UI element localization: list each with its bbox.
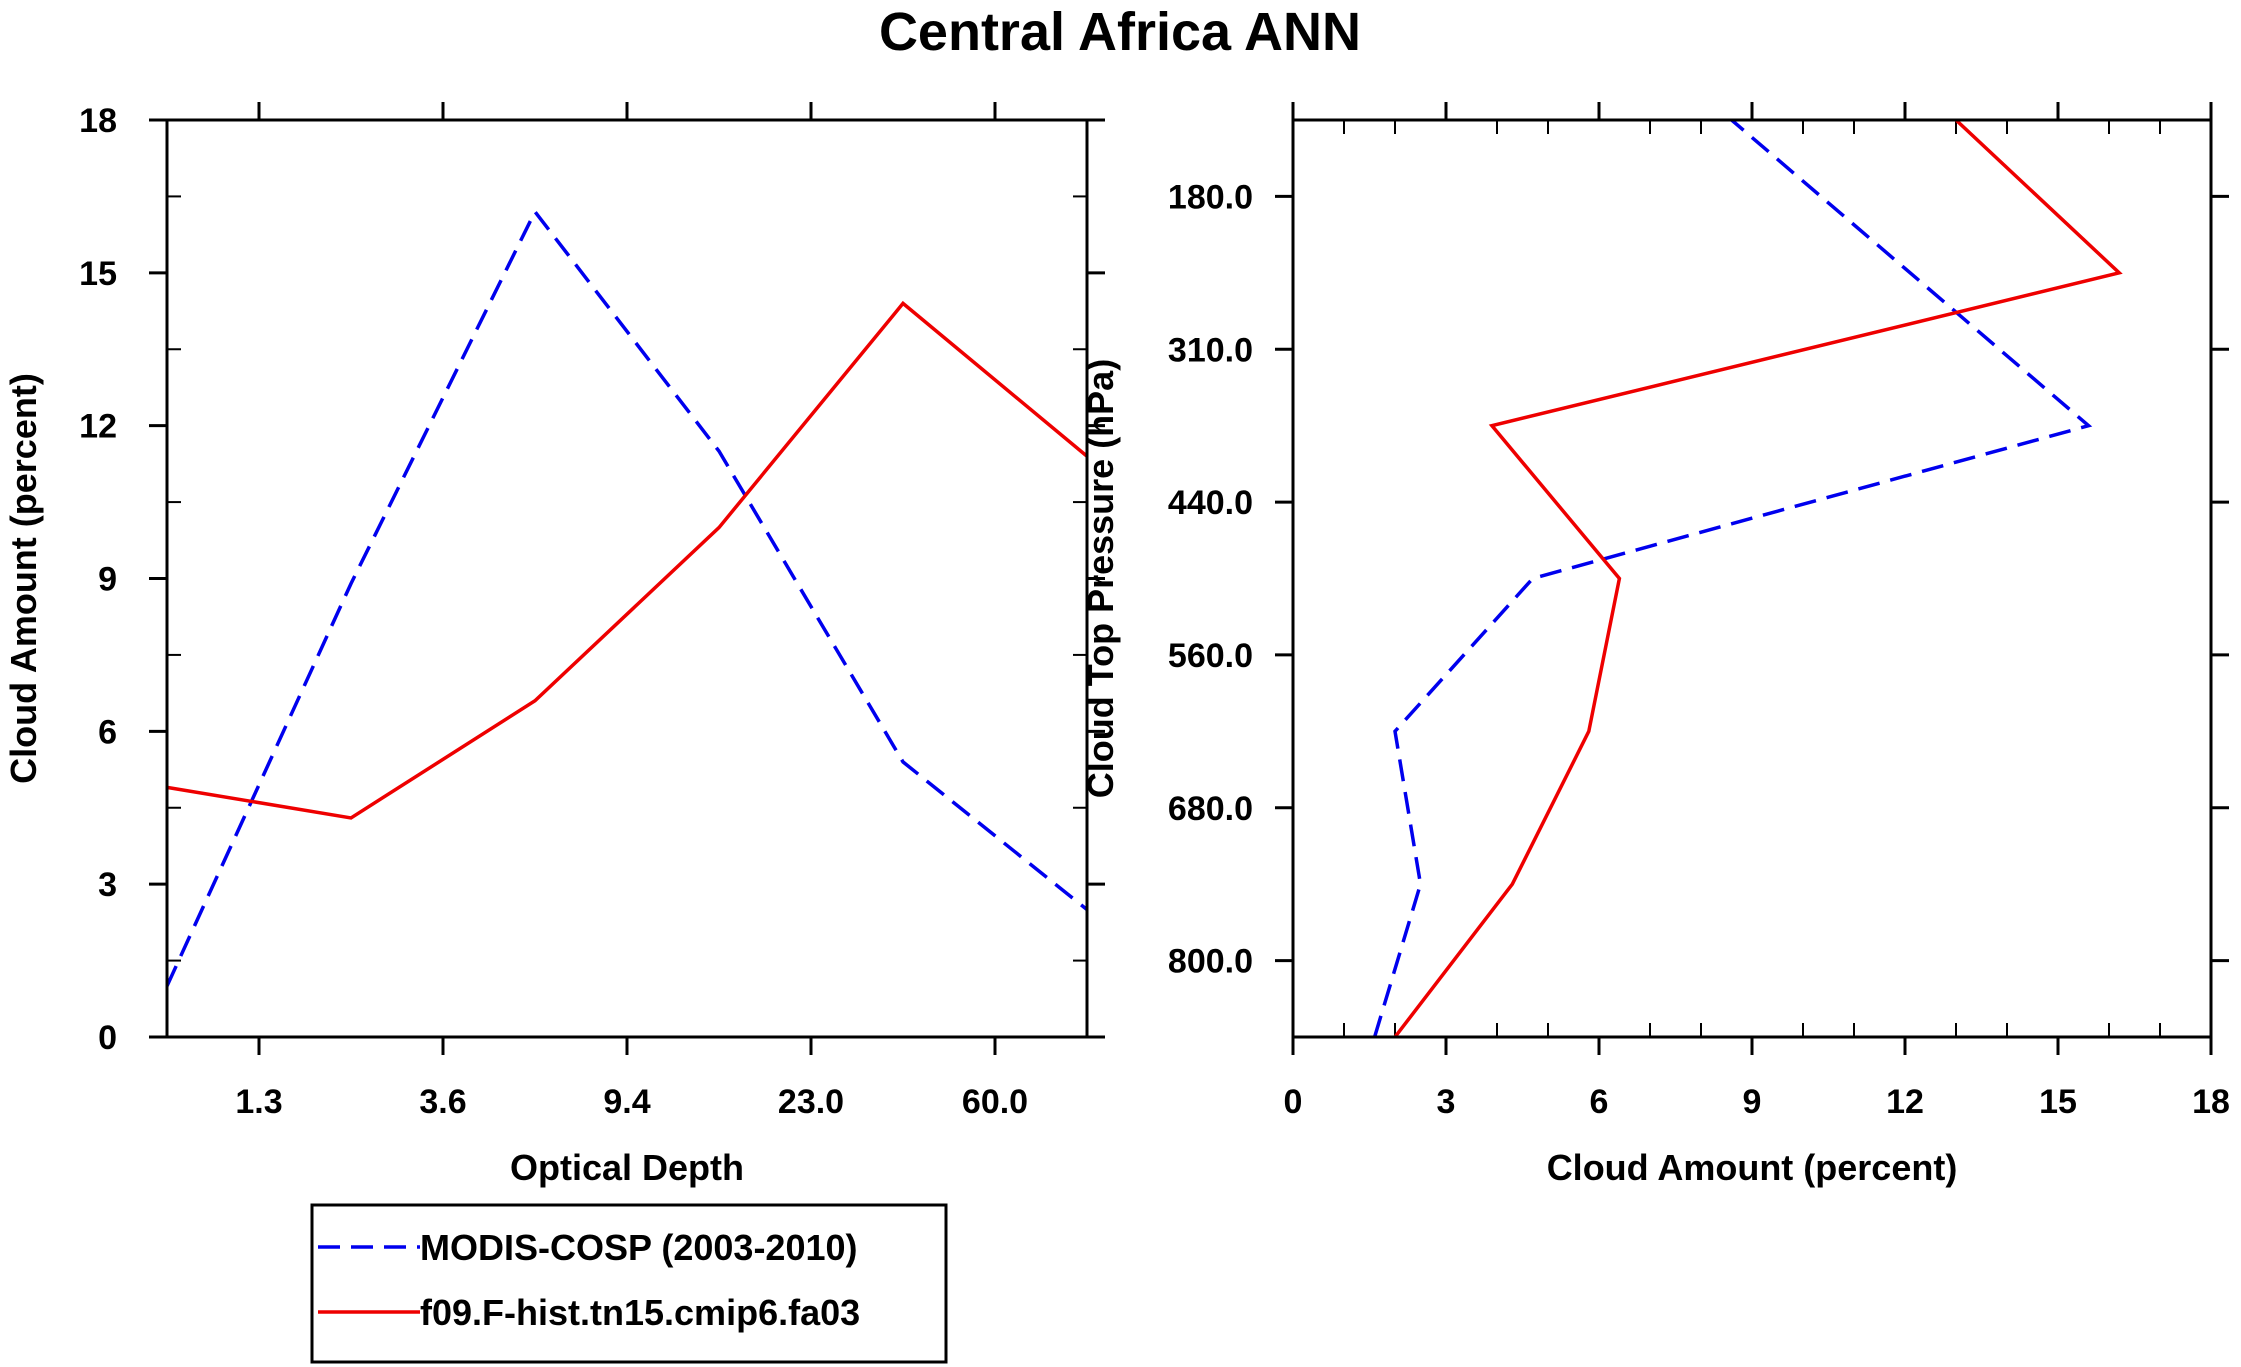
x-tick-label: 3 (1437, 1083, 1456, 1121)
legend-label-model: f09.F-hist.tn15.cmip6.fa03 (420, 1292, 860, 1333)
left-panel: 0 3 6 9 12 15 18 1.3 3.6 9.4 23.0 60.0 Optical Depth… (3, 102, 1105, 1188)
x-tick-label: 3.6 (419, 1083, 466, 1121)
y-axis-label: Cloud Top Pressure (hPa) (1080, 359, 1121, 798)
right-panel: 0 3 6 9 12 15 18 180.0 310.0 440.0 560.0 680.0 800.0… (1080, 102, 2230, 1188)
x-tick-label: 60.0 (962, 1083, 1028, 1121)
y-tick-label: 800.0 (1168, 943, 1253, 981)
x-tick-label: 23.0 (778, 1083, 844, 1121)
x-axis-label: Optical Depth (510, 1147, 744, 1188)
y-tick-label: 560.0 (1168, 637, 1253, 675)
x-tick-label: 12 (1886, 1083, 1924, 1121)
chart-title: Central Africa ANN (879, 2, 1361, 62)
y-tick-label: 180.0 (1168, 178, 1253, 216)
y-tick-label: 310.0 (1168, 331, 1253, 369)
legend-box (310, 1203, 948, 1364)
x-tick-label: 18 (2192, 1083, 2230, 1121)
series-line-modis (165, 208, 1089, 987)
legend: MODIS-COSP (2003-2010) f09.F-hist.tn15.c… (310, 1203, 948, 1364)
x-tick-label: 9 (1743, 1083, 1762, 1121)
series-line-modis (1372, 118, 2093, 1038)
legend-label-modis: MODIS-COSP (2003-2010) (420, 1227, 858, 1268)
x-tick-label: 1.3 (235, 1083, 282, 1121)
right-plot-frame (1291, 118, 2213, 1039)
y-tick-label: 15 (79, 255, 117, 293)
y-tick-label: 680.0 (1168, 790, 1253, 828)
series-line-model (166, 300, 1089, 820)
y-tick-label: 18 (79, 102, 117, 140)
y-tick-label: 9 (98, 561, 117, 599)
y-tick-label: 440.0 (1168, 484, 1253, 522)
y-tick-label: 3 (98, 866, 117, 904)
x-tick-label: 0 (1284, 1083, 1303, 1121)
y-tick-label: 12 (79, 408, 117, 446)
x-tick-label: 9.4 (603, 1083, 650, 1121)
left-plot-frame (165, 118, 1089, 1039)
x-tick-label: 6 (1590, 1083, 1609, 1121)
x-axis-label: Cloud Amount (percent) (1547, 1147, 1958, 1188)
x-tick-label: 15 (2039, 1083, 2077, 1121)
y-tick-label: 0 (98, 1019, 117, 1057)
series-line-model (1393, 118, 2123, 1039)
y-axis-label: Cloud Amount (percent) (3, 373, 44, 784)
y-tick-label: 6 (98, 713, 117, 751)
